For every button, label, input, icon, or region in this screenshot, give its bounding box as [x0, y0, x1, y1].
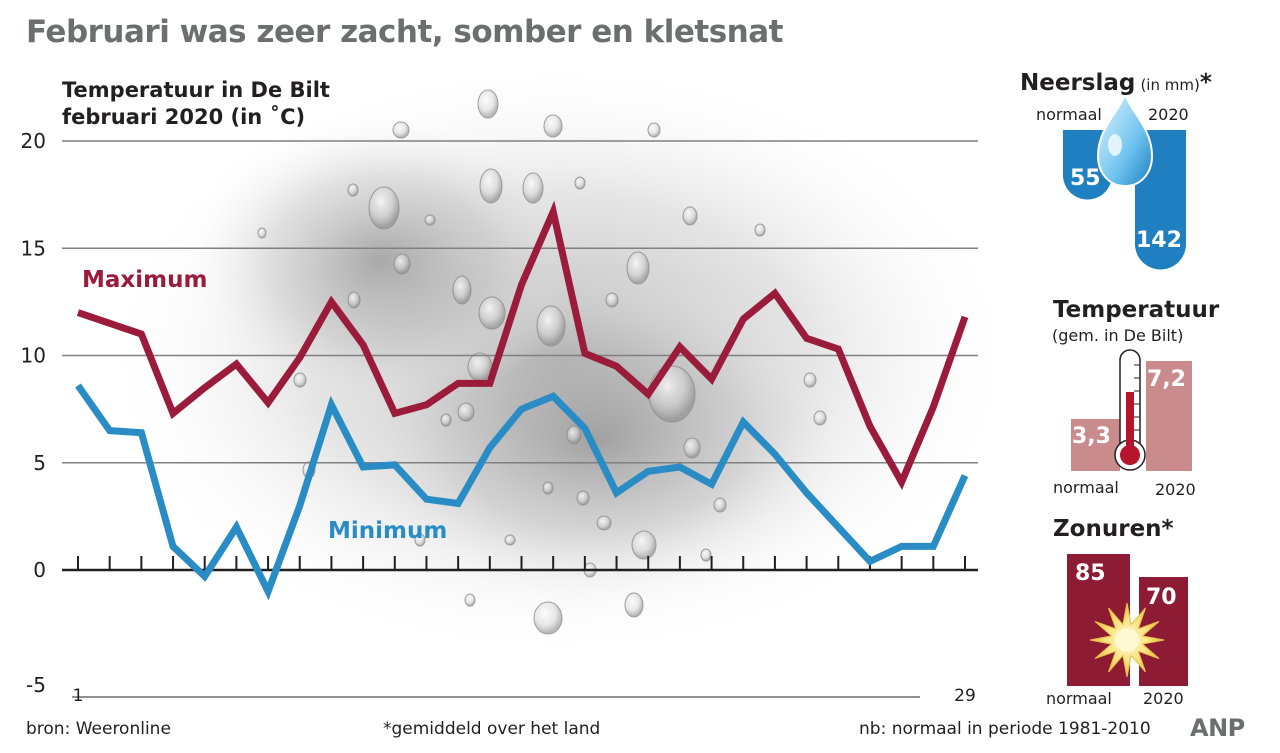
raindrop-16: [542, 481, 554, 495]
neerslag-title: Neerslag: [1020, 70, 1136, 96]
zonuren-label-2020: 2020: [1143, 689, 1184, 708]
neerslag-label-normaal: normaal: [1036, 105, 1102, 124]
footer-note: *gemiddeld over het land: [383, 719, 601, 739]
raindrop-41: [293, 372, 307, 388]
raindrop-13: [648, 365, 696, 423]
y-tick-label--5: -5: [26, 673, 46, 697]
x-axis: [62, 556, 978, 572]
raindrop-38: [464, 593, 476, 607]
page-title: Februari was zeer zacht, somber en klets…: [26, 14, 783, 50]
raindrop-11: [536, 305, 566, 347]
temperatuur-subtitle: (gem. in De Bilt): [1052, 326, 1184, 345]
raindrop-23: [457, 402, 475, 422]
neerslag-label-2020: 2020: [1148, 105, 1189, 124]
y-tick-label-10: 10: [21, 344, 46, 368]
raindrop-36: [504, 534, 516, 546]
series-label-minimum: Minimum: [328, 518, 447, 544]
raindrop-4: [522, 172, 544, 204]
raindrop-2: [543, 114, 563, 138]
raindrop-8: [626, 251, 650, 285]
raindrop-25: [347, 291, 361, 309]
y-tick-label-5: 5: [33, 451, 46, 475]
raindrop-19: [576, 490, 590, 506]
raindrop-34: [605, 292, 619, 308]
temperatuur-label-normaal: normaal: [1053, 478, 1119, 497]
grid-lines: [62, 140, 978, 698]
raindrop-0: [477, 89, 499, 119]
anp-logo: ANP: [1190, 714, 1245, 742]
temperatuur-value-normaal: 3,3: [1072, 424, 1111, 449]
raindrop-24: [257, 227, 267, 239]
temperatuur-value-2020: 7,2: [1147, 367, 1186, 392]
raindrop-21: [624, 592, 644, 618]
x-tick-label-first: 1: [73, 686, 84, 706]
raindrop-3: [479, 168, 503, 204]
raindrop-7: [393, 253, 411, 275]
raindrop-9: [452, 275, 472, 305]
neerslag-value-normaal: 55: [1070, 166, 1101, 191]
temperatuur-title: Temperatuur: [1053, 297, 1220, 323]
raindrop-40: [647, 122, 661, 138]
raindrop-22: [683, 437, 701, 459]
raindrop-15: [566, 425, 582, 445]
zonuren-value-2020: 70: [1146, 585, 1177, 610]
y-tick-label-15: 15: [21, 236, 46, 260]
raindrop-5: [368, 186, 400, 230]
zonuren-label-normaal: normaal: [1046, 689, 1112, 708]
raindrop-27: [414, 533, 426, 547]
raindrop-29: [803, 372, 817, 388]
x-tick-label-last: 29: [954, 686, 976, 706]
neerslag-header: Neerslag (in mm)*: [1020, 70, 1212, 96]
neerslag-bars: [1063, 90, 1186, 270]
raindrop-17: [631, 530, 657, 560]
sun-icon: [1089, 602, 1165, 678]
raindrop-33: [424, 214, 436, 226]
footer-source: bron: Weeronline: [26, 719, 171, 739]
raindrop-32: [347, 183, 359, 197]
raindrop-1: [392, 121, 410, 139]
neerslag-unit: (in mm): [1140, 76, 1200, 94]
raindrop-31: [754, 223, 766, 237]
series-label-maximum: Maximum: [82, 267, 207, 293]
series-lines: [75, 200, 969, 601]
raindrop-6: [574, 176, 586, 190]
raindrop-28: [682, 206, 698, 226]
raindrop-18: [596, 515, 612, 531]
temperatuur-bars: [1071, 349, 1192, 471]
zonuren-bars: [1067, 554, 1188, 686]
raindrop-20: [533, 601, 563, 635]
neerslag-star: *: [1199, 70, 1212, 96]
zonuren-title: Zonuren*: [1053, 516, 1174, 542]
y-tick-label-0: 0: [33, 558, 46, 582]
raindrop-30: [813, 410, 827, 426]
footer-period: nb: normaal in periode 1981-2010: [859, 719, 1151, 739]
raindrop-39: [713, 497, 727, 513]
raindrop-10: [478, 296, 506, 330]
temperatuur-bar-2020: [1146, 361, 1192, 471]
thermometer-icon: [1114, 349, 1146, 471]
raindrops-decoration: [257, 89, 827, 635]
water-drop-icon: [1096, 90, 1154, 188]
y-tick-label-20: 20: [21, 129, 46, 153]
raindrop-35: [700, 548, 712, 562]
y-axis-labels: -5 0 5 10 15 20: [21, 129, 46, 697]
zonuren-value-normaal: 85: [1075, 561, 1106, 586]
temperatuur-label-2020: 2020: [1155, 480, 1196, 499]
series-line-minimum: [75, 383, 969, 601]
neerslag-value-2020: 142: [1136, 228, 1182, 253]
series-line-maximum: [76, 200, 969, 491]
chart-title: Temperatuur in De Bilt februari 2020 (in…: [62, 78, 330, 129]
raindrop-14: [440, 413, 452, 427]
temperatuur-bar-normaal: [1071, 419, 1120, 471]
